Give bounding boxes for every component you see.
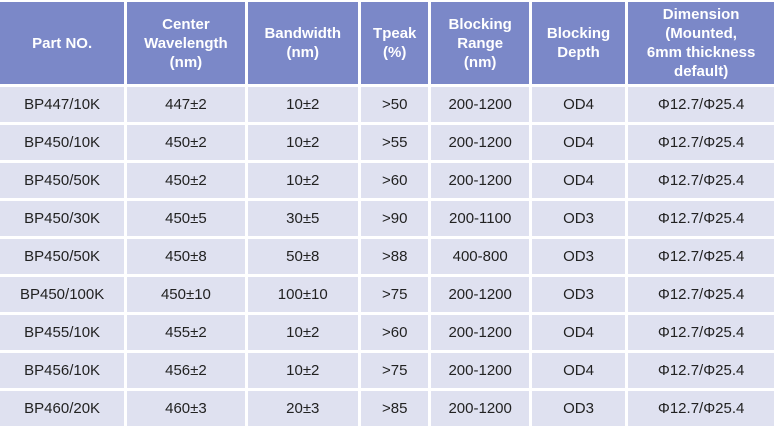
cell-center-wavelength: 460±3 [127,391,245,426]
cell-blocking-range: 200-1200 [431,87,529,122]
cell-part-no: BP450/50K [0,163,125,198]
cell-bandwidth: 10±2 [247,87,358,122]
cell-blocking-range: 200-1200 [431,315,529,350]
cell-blocking-depth: OD3 [531,391,626,426]
cell-center-wavelength: 455±2 [127,315,245,350]
cell-bandwidth: 10±2 [247,125,358,160]
cell-bandwidth: 50±8 [247,239,358,274]
header-blocking-depth: Blocking Depth [531,2,626,84]
table-row: BP450/50K 450±2 10±2 >60 200-1200 OD4 Φ12.7/Φ2… [0,163,774,198]
cell-blocking-depth: OD4 [531,315,626,350]
cell-bandwidth: 10±2 [247,163,358,198]
cell-bandwidth: 10±2 [247,315,358,350]
table-row: BP455/10K 455±2 10±2 >60 200-1200 OD4 Φ12.7/Φ2… [0,315,774,350]
cell-dimension: Φ12.7/Φ25.4 [628,391,774,426]
cell-center-wavelength: 450±10 [127,277,245,312]
cell-bandwidth: 30±5 [247,201,358,236]
cell-blocking-range: 400-800 [431,239,529,274]
cell-part-no: BP447/10K [0,87,125,122]
cell-bandwidth: 100±10 [247,277,358,312]
cell-center-wavelength: 450±8 [127,239,245,274]
table-row: BP450/100K 450±10 100±10 >75 200-1200 OD3 Φ12.… [0,277,774,312]
cell-part-no: BP456/10K [0,353,125,388]
table-row: BP447/10K 447±2 10±2 >50 200-1200 OD4 Φ12.7/Φ2… [0,87,774,122]
cell-center-wavelength: 450±2 [127,125,245,160]
cell-center-wavelength: 450±5 [127,201,245,236]
cell-part-no: BP450/30K [0,201,125,236]
table-row: BP450/30K 450±5 30±5 >90 200-1100 OD3 Φ12.7/Φ2… [0,201,774,236]
cell-dimension: Φ12.7/Φ25.4 [628,87,774,122]
cell-blocking-depth: OD3 [531,201,626,236]
cell-blocking-depth: OD3 [531,277,626,312]
cell-blocking-depth: OD4 [531,163,626,198]
header-bandwidth: Bandwidth (nm) [247,2,358,84]
cell-center-wavelength: 450±2 [127,163,245,198]
cell-center-wavelength: 456±2 [127,353,245,388]
cell-part-no: BP450/10K [0,125,125,160]
header-tpeak: Tpeak (%) [360,2,429,84]
cell-blocking-range: 200-1200 [431,163,529,198]
cell-blocking-range: 200-1200 [431,391,529,426]
table-row: BP450/50K 450±8 50±8 >88 400-800 OD3 Φ12.7/Φ25… [0,239,774,274]
cell-tpeak: >85 [360,391,429,426]
cell-blocking-depth: OD3 [531,239,626,274]
cell-part-no: BP450/50K [0,239,125,274]
cell-blocking-range: 200-1200 [431,125,529,160]
cell-part-no: BP455/10K [0,315,125,350]
cell-dimension: Φ12.7/Φ25.4 [628,239,774,274]
cell-tpeak: >75 [360,277,429,312]
cell-tpeak: >60 [360,163,429,198]
cell-dimension: Φ12.7/Φ25.4 [628,125,774,160]
cell-tpeak: >75 [360,353,429,388]
cell-dimension: Φ12.7/Φ25.4 [628,315,774,350]
cell-dimension: Φ12.7/Φ25.4 [628,163,774,198]
cell-blocking-depth: OD4 [531,125,626,160]
cell-dimension: Φ12.7/Φ25.4 [628,201,774,236]
table-row: BP450/10K 450±2 10±2 >55 200-1200 OD4 Φ12.7/Φ2… [0,125,774,160]
cell-blocking-depth: OD4 [531,353,626,388]
cell-center-wavelength: 447±2 [127,87,245,122]
cell-tpeak: >60 [360,315,429,350]
cell-dimension: Φ12.7/Φ25.4 [628,277,774,312]
header-dimension: Dimension (Mounted, 6mm thickness default) [628,2,774,84]
cell-dimension: Φ12.7/Φ25.4 [628,353,774,388]
cell-blocking-depth: OD4 [531,87,626,122]
cell-bandwidth: 10±2 [247,353,358,388]
header-blocking-range: Blocking Range (nm) [431,2,529,84]
table-row: BP456/10K 456±2 10±2 >75 200-1200 OD4 Φ12.7/Φ2… [0,353,774,388]
cell-bandwidth: 20±3 [247,391,358,426]
cell-part-no: BP460/20K [0,391,125,426]
cell-blocking-range: 200-1100 [431,201,529,236]
cell-blocking-range: 200-1200 [431,277,529,312]
table-row: BP460/20K 460±3 20±3 >85 200-1200 OD3 Φ12.7/Φ2… [0,391,774,426]
cell-part-no: BP450/100K [0,277,125,312]
header-center-wavelength: Center Wavelength (nm) [127,2,245,84]
cell-blocking-range: 200-1200 [431,353,529,388]
cell-tpeak: >90 [360,201,429,236]
cell-tpeak: >50 [360,87,429,122]
header-row: Part NO. Center Wavelength (nm) Bandwidth (nm… [0,2,774,84]
cell-tpeak: >88 [360,239,429,274]
header-part-no: Part NO. [0,2,125,84]
cell-tpeak: >55 [360,125,429,160]
